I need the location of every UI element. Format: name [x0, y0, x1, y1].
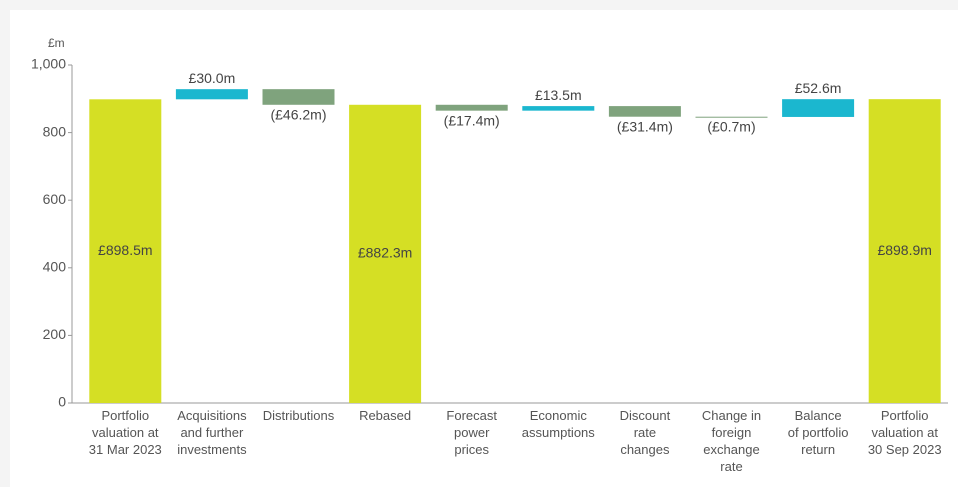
- x-tick-line: Balance: [795, 408, 842, 423]
- y-tick-label: 800: [43, 123, 67, 139]
- x-tick-line: Distributions: [263, 408, 335, 423]
- x-tick-line: return: [801, 442, 835, 457]
- y-tick-label: 1,000: [31, 56, 66, 72]
- y-tick-label: 0: [58, 394, 66, 410]
- bar: [695, 116, 768, 118]
- x-tick-line: 30 Sep 2023: [868, 442, 942, 457]
- card: [10, 10, 958, 487]
- x-tick-line: changes: [620, 442, 670, 457]
- x-tick-label: Change in foreign exchange rate: [702, 408, 761, 474]
- bar: [782, 99, 855, 117]
- x-tick-label: Portfolio valuation at 31 Mar 2023: [89, 408, 162, 457]
- x-tick-line: investments: [177, 442, 247, 457]
- bar: [349, 104, 422, 404]
- value-label: (£0.7m): [707, 119, 755, 135]
- value-label: £52.6m: [795, 80, 842, 96]
- bar: [435, 104, 508, 111]
- value-label: £898.9m: [877, 242, 931, 258]
- value-label: £30.0m: [189, 70, 236, 86]
- bar: [262, 89, 335, 105]
- x-tick-line: prices: [454, 442, 489, 457]
- x-tick-label: Forecast power prices: [446, 408, 497, 457]
- value-label: (£31.4m): [617, 118, 673, 134]
- bar: [89, 99, 162, 403]
- x-tick-line: Portfolio: [881, 408, 929, 423]
- x-tick-line: foreign: [712, 425, 752, 440]
- x-tick-line: valuation at: [871, 425, 938, 440]
- x-tick-line: and further: [180, 425, 244, 440]
- x-tick-label: Distributions: [263, 408, 335, 423]
- x-tick-line: rate: [634, 425, 656, 440]
- bar: [522, 106, 595, 111]
- value-label: (£17.4m): [444, 112, 500, 128]
- value-label: (£46.2m): [270, 106, 326, 122]
- x-tick-label: Discount rate changes: [620, 408, 671, 457]
- bar: [175, 89, 248, 100]
- x-tick-label: Balance of portfolio return: [788, 408, 849, 457]
- y-tick-label: 200: [43, 326, 67, 342]
- x-tick-line: Economic: [530, 408, 588, 423]
- x-tick-line: power: [454, 425, 490, 440]
- value-label: £882.3m: [358, 245, 412, 261]
- x-tick-line: Change in: [702, 408, 761, 423]
- x-tick-line: Acquisitions: [177, 408, 247, 423]
- x-tick-label: Rebased: [359, 408, 411, 423]
- y-tick-label: 600: [43, 191, 67, 207]
- x-tick-line: assumptions: [522, 425, 595, 440]
- x-tick-line: Rebased: [359, 408, 411, 423]
- x-tick-line: Forecast: [446, 408, 497, 423]
- y-axis-label: £m: [48, 36, 65, 50]
- x-tick-line: rate: [720, 459, 742, 474]
- x-tick-line: exchange: [703, 442, 759, 457]
- value-label: £13.5m: [535, 87, 582, 103]
- x-tick-line: Portfolio: [101, 408, 149, 423]
- x-tick-label: Portfolio valuation at 30 Sep 2023: [868, 408, 942, 457]
- x-tick-line: valuation at: [92, 425, 159, 440]
- x-tick-label: Acquisitions and further investments: [177, 408, 247, 457]
- y-tick-label: 400: [43, 259, 67, 275]
- value-label: £898.5m: [98, 242, 152, 258]
- x-tick-line: 31 Mar 2023: [89, 442, 162, 457]
- x-tick-label: Economic assumptions: [522, 408, 595, 440]
- bar: [868, 99, 941, 403]
- x-tick-line: of portfolio: [788, 425, 849, 440]
- bar: [608, 106, 681, 117]
- x-tick-line: Discount: [620, 408, 671, 423]
